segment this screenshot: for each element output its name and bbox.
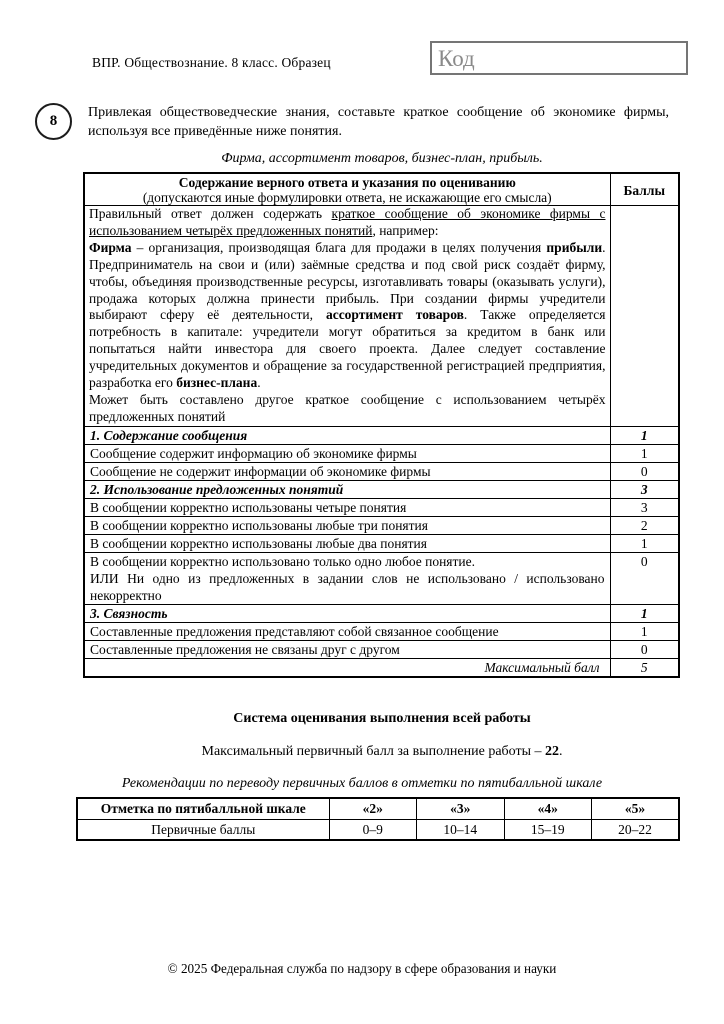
rubric-row-score: 0 — [609, 639, 680, 659]
rubric-row: Составленные предложения не связаны друг… — [83, 639, 680, 659]
rubric-row: В сообщении корректно использованы любые… — [83, 515, 680, 535]
rubric-row-label: В сообщении корректно использованы четыр… — [83, 497, 611, 517]
rubric-row: 3. Связность 1 — [83, 603, 680, 623]
scoring-title: Система оценивания выполнения всей работ… — [233, 711, 531, 726]
grades-table: Отметка по пятибалльной шкале «2» «3» «4» «5… — [76, 797, 680, 841]
rubric-row-score: 5 — [609, 657, 680, 678]
rubric-row-label: В сообщении корректно использованы любые… — [83, 515, 611, 535]
rubric-row-score: 1 — [609, 621, 680, 641]
grades-value-cell: 20–22 — [591, 818, 680, 841]
grades-value-cell: 10–14 — [416, 818, 505, 841]
rubric-header-score: Баллы — [609, 172, 680, 206]
max-score-line: Максимальный первичный балл за выполнени… — [84, 744, 680, 760]
task-number-badge: 8 — [35, 103, 72, 140]
rubric-row-label: Сообщение содержит информацию об экономи… — [83, 443, 611, 463]
rubric-header-row: Содержание верного ответа и указания по … — [83, 172, 680, 206]
rubric-row-score: 1 — [609, 533, 680, 553]
rubric-row: В сообщении корректно использованы любые… — [83, 533, 680, 553]
max-score-prefix: Максимальный первичный балл за выполнени… — [201, 744, 545, 759]
rubric-row-label: Составленные предложения представляют со… — [83, 621, 611, 641]
rubric-header-title: Содержание верного ответа и указания по … — [178, 175, 516, 190]
rubric-row-label: Составленные предложения не связаны друг… — [83, 639, 611, 659]
grades-header-cell: «4» — [503, 797, 592, 820]
grades-value-cell: Первичные баллы — [76, 818, 330, 841]
grades-header-cell: «2» — [328, 797, 417, 820]
rubric-row-score: 3 — [609, 497, 680, 517]
rubric-row: Составленные предложения представляют со… — [83, 621, 680, 641]
rubric-row-score: 0 — [609, 551, 680, 605]
rubric-row: В сообщении корректно использованы четыр… — [83, 497, 680, 517]
rubric-row: Сообщение содержит информацию об экономи… — [83, 443, 680, 463]
max-score-suffix: . — [559, 744, 563, 759]
max-score-value: 22 — [545, 744, 559, 759]
rubric-row: В сообщении корректно использовано тольк… — [83, 551, 680, 605]
rubric-header-content: Содержание верного ответа и указания по … — [83, 172, 611, 206]
task-text: Привлекая обществоведческие знания, сост… — [88, 105, 669, 139]
rubric-row: 2. Использование предложенных понятий 3 — [83, 479, 680, 499]
code-box: Код — [430, 41, 688, 75]
rubric-row-score: 1 — [609, 603, 680, 623]
rubric-row-label: В сообщении корректно использовано тольк… — [83, 551, 611, 605]
grades-header-cell: Отметка по пятибалльной шкале — [76, 797, 330, 820]
rubric-row-label: В сообщении корректно использованы любые… — [83, 533, 611, 553]
rubric-row-label: Сообщение не содержит информации об экон… — [83, 461, 611, 481]
page-header-label: ВПР. Обществознание. 8 класс. Образец — [92, 55, 331, 70]
rubric-answer-score-cell — [609, 205, 680, 427]
rubric-row-label: 1. Содержание сообщения — [83, 425, 611, 445]
rubric-row: 1. Содержание сообщения 1 — [83, 425, 680, 445]
rubric-answer-cell: Правильный ответ должен содержать кратко… — [83, 205, 611, 427]
grades-header-cell: «5» — [591, 797, 680, 820]
rubric-row-label: 3. Связность — [83, 603, 611, 623]
footer-note: © 2025 Федеральная служба по надзору в с… — [167, 961, 557, 976]
rubric-header-note: (допускаются иные формулировки ответа, н… — [142, 190, 552, 205]
rubric-row-label: 2. Использование предложенных понятий — [83, 479, 611, 499]
recommendation-note: Рекомендации по переводу первичных балло… — [121, 776, 603, 791]
rubric-row-score: 1 — [609, 425, 680, 445]
rubric-table: Содержание верного ответа и указания по … — [83, 172, 680, 678]
rubric-row-score: 0 — [609, 461, 680, 481]
grades-header-row: Отметка по пятибалльной шкале «2» «3» «4» «5… — [76, 797, 680, 820]
grades-header-cell: «3» — [416, 797, 505, 820]
grades-data-row: Первичные баллы 0–9 10–14 15–19 20–22 — [76, 818, 680, 841]
grades-value-cell: 0–9 — [328, 818, 417, 841]
rubric-row: Максимальный балл 5 — [83, 657, 680, 678]
task-number: 8 — [49, 113, 58, 129]
code-box-label: Код — [438, 45, 475, 71]
rubric-row-score: 1 — [609, 443, 680, 463]
rubric-row-score: 3 — [609, 479, 680, 499]
rubric-answer-row: Правильный ответ должен содержать кратко… — [83, 205, 680, 427]
task-concepts: Фирма, ассортимент товаров, бизнес-план,… — [221, 151, 543, 166]
rubric-row: Сообщение не содержит информации об экон… — [83, 461, 680, 481]
rubric-row-label: Максимальный балл — [83, 657, 611, 678]
grades-value-cell: 15–19 — [503, 818, 592, 841]
rubric-row-score: 2 — [609, 515, 680, 535]
